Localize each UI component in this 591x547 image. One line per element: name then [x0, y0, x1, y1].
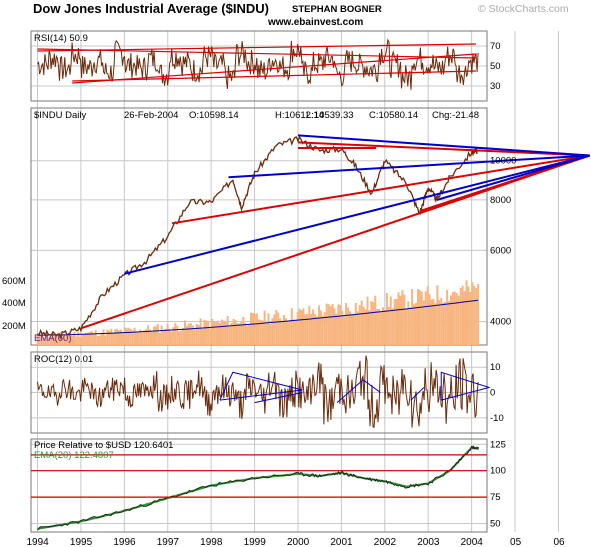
volume-ema-line — [37, 299, 479, 336]
price-trendline-blue — [124, 154, 590, 275]
ratio-ema-label: EMA(20) 122.4807 — [34, 450, 114, 461]
price-change: Chg:-21.48 — [432, 110, 479, 121]
ratio-tick-label: 50 — [490, 519, 501, 530]
ratio-tick-label: 75 — [490, 492, 501, 503]
price-trendline-red — [419, 154, 591, 213]
watermark-label: © StockCharts.com — [478, 3, 569, 15]
rsi-trendline — [72, 53, 477, 84]
rsi-tick-label: 30 — [490, 81, 501, 92]
price-low: L:10539.33 — [306, 110, 354, 121]
x-tick-label: 05 — [510, 537, 522, 547]
price-trendline-red — [297, 141, 590, 157]
ratio-tick-label: 100 — [490, 466, 506, 477]
roc-tick-label: 0 — [490, 388, 495, 399]
roc-line — [37, 355, 479, 429]
price-label: $INDU Daily — [34, 110, 87, 121]
roc-triangle — [219, 371, 303, 401]
roc-trendline — [254, 392, 303, 404]
x-tick-label: 1998 — [200, 537, 223, 547]
x-tick-label: 1997 — [157, 537, 180, 547]
price-open: O:10598.14 — [189, 110, 239, 121]
volume-tick-label: 200M — [2, 321, 26, 332]
price-tick-label: 8000 — [490, 195, 511, 206]
x-tick-label: 1994 — [27, 537, 50, 547]
x-tick-label: 2003 — [417, 537, 440, 547]
roc-panel-border — [30, 351, 488, 434]
volume-ema-label: EMA(60) — [34, 333, 71, 344]
chart-title: Dow Jones Industrial Average ($INDU) — [33, 1, 269, 16]
price-tick-label: 10000 — [490, 156, 516, 167]
volume-tick-label: 400M — [2, 298, 26, 309]
price-close: C:10580.14 — [369, 110, 418, 121]
roc-triangle — [440, 371, 491, 401]
price-trendline-blue — [297, 134, 590, 157]
website-label: www.ebainvest.com — [268, 17, 364, 28]
rsi-panel-border — [30, 30, 488, 102]
ratio-label: Price Relative to $USD 120.6401 — [34, 440, 173, 451]
author-label: STEPHAN BOGNER — [292, 4, 382, 15]
roc-trendline — [336, 379, 381, 404]
ratio-tick-label: 125 — [490, 439, 506, 450]
rsi-tick-label: 70 — [490, 41, 501, 52]
x-tick-label: 06 — [553, 537, 565, 547]
rsi-tick-label: 50 — [490, 61, 501, 72]
price-trendline-blue — [436, 154, 590, 201]
rsi-trendline — [37, 48, 476, 59]
price-high: H:10612.14 — [275, 110, 324, 121]
rsi-trendline — [72, 70, 476, 82]
roc-tick-label: -10 — [490, 413, 504, 424]
price-tick-label: 6000 — [490, 245, 511, 256]
price-trendline-red — [171, 154, 590, 225]
data-layer — [36, 38, 480, 531]
rsi-label: RSI(14) 50.9 — [34, 33, 88, 44]
label-layer: 1994 1995 1996 1997 1998 1999 2000 2001 2002 2003… — [2, 33, 565, 547]
price-trendline-blue — [228, 154, 590, 179]
ratio-line — [37, 445, 479, 531]
price-date: 26-Feb-2004 — [124, 110, 178, 121]
roc-label: ROC(12) 0.01 — [34, 354, 93, 365]
rsi-trendline — [37, 43, 476, 52]
trendline-layer — [31, 43, 591, 498]
rsi-line — [37, 38, 479, 90]
x-tick-label: 1999 — [244, 537, 267, 547]
volume-tick-label: 600M — [2, 276, 26, 287]
x-tick-label: 2001 — [330, 537, 353, 547]
x-tick-label: 2000 — [287, 537, 310, 547]
x-tick-label: 1995 — [70, 537, 93, 547]
roc-trendline — [410, 387, 425, 401]
x-tick-label: 2002 — [374, 537, 397, 547]
x-tick-label: 1996 — [113, 537, 136, 547]
roc-tick-label: 10 — [490, 362, 501, 373]
ratio-panel-border — [30, 438, 488, 533]
x-tick-label: 2004 — [461, 537, 484, 547]
price-tick-label: 4000 — [490, 317, 511, 328]
